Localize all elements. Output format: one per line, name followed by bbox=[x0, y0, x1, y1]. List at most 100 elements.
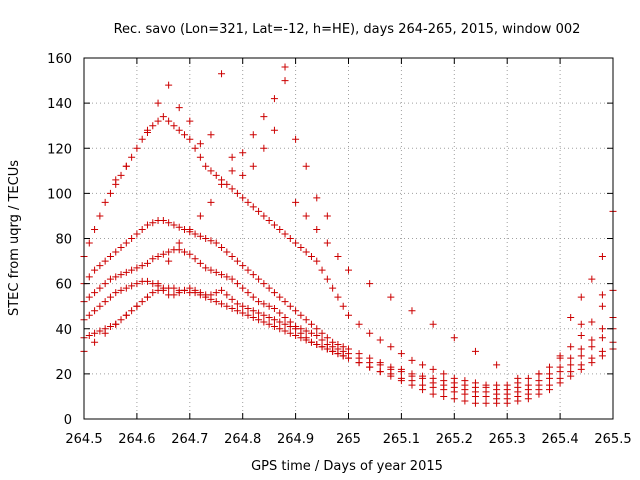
data-point bbox=[165, 81, 173, 89]
data-point bbox=[249, 271, 257, 279]
x-tick-label: 264.7 bbox=[171, 432, 208, 447]
data-point bbox=[366, 280, 374, 288]
data-point bbox=[138, 262, 146, 270]
y-tick-label: 120 bbox=[47, 142, 72, 157]
data-point bbox=[503, 381, 511, 389]
data-point bbox=[524, 374, 532, 382]
data-point bbox=[482, 381, 490, 389]
data-point bbox=[85, 311, 93, 319]
x-tick-label: 265 bbox=[336, 432, 361, 447]
data-point bbox=[292, 239, 300, 247]
data-point bbox=[334, 293, 342, 301]
data-point bbox=[239, 302, 247, 310]
data-point bbox=[265, 313, 273, 321]
data-point bbox=[138, 135, 146, 143]
data-point bbox=[228, 185, 236, 193]
data-point bbox=[128, 266, 136, 274]
data-point bbox=[149, 255, 157, 263]
data-point bbox=[249, 131, 257, 139]
data-point bbox=[218, 271, 226, 279]
data-point bbox=[276, 309, 284, 317]
data-point bbox=[249, 203, 257, 211]
data-point bbox=[461, 377, 469, 385]
data-point bbox=[85, 239, 93, 247]
data-point bbox=[133, 302, 141, 310]
data-point bbox=[138, 298, 146, 306]
data-point bbox=[339, 302, 347, 310]
data-point bbox=[186, 117, 194, 125]
data-point bbox=[450, 334, 458, 342]
data-point bbox=[101, 257, 109, 265]
axis-ticks bbox=[83, 57, 614, 420]
data-point bbox=[96, 284, 104, 292]
data-point bbox=[318, 336, 326, 344]
data-point bbox=[313, 341, 321, 349]
data-point bbox=[598, 302, 606, 310]
data-point bbox=[244, 289, 252, 297]
data-point bbox=[186, 284, 194, 292]
data-point bbox=[143, 221, 151, 229]
data-point bbox=[281, 298, 289, 306]
data-point bbox=[106, 253, 114, 261]
data-point bbox=[239, 284, 247, 292]
data-point bbox=[567, 354, 575, 362]
data-point bbox=[212, 289, 220, 297]
data-point bbox=[196, 212, 204, 220]
data-point bbox=[260, 113, 268, 121]
data-point bbox=[387, 293, 395, 301]
data-point bbox=[408, 307, 416, 315]
data-point bbox=[318, 266, 326, 274]
data-point bbox=[85, 273, 93, 281]
data-point bbox=[302, 248, 310, 256]
data-point bbox=[228, 167, 236, 175]
data-point bbox=[286, 329, 294, 337]
data-point bbox=[117, 316, 125, 324]
data-point bbox=[292, 322, 300, 330]
data-point bbox=[233, 189, 241, 197]
data-point bbox=[292, 307, 300, 315]
data-point bbox=[228, 253, 236, 261]
data-point bbox=[598, 291, 606, 299]
data-point bbox=[598, 325, 606, 333]
data-point bbox=[212, 239, 220, 247]
data-point bbox=[196, 232, 204, 240]
data-point bbox=[302, 316, 310, 324]
data-point bbox=[207, 266, 215, 274]
data-point bbox=[260, 318, 268, 326]
data-point bbox=[181, 286, 189, 294]
data-point bbox=[493, 361, 501, 369]
data-point bbox=[96, 327, 104, 335]
data-point bbox=[91, 289, 99, 297]
data-point bbox=[471, 347, 479, 355]
data-point bbox=[207, 198, 215, 206]
data-point bbox=[112, 248, 120, 256]
data-point bbox=[429, 320, 437, 328]
data-point bbox=[419, 381, 427, 389]
y-tick-label: 160 bbox=[47, 52, 72, 67]
data-point bbox=[244, 311, 252, 319]
data-point bbox=[598, 334, 606, 342]
data-point bbox=[387, 363, 395, 371]
data-point bbox=[207, 237, 215, 245]
data-point bbox=[244, 266, 252, 274]
data-point bbox=[154, 280, 162, 288]
data-point bbox=[408, 370, 416, 378]
data-point bbox=[440, 370, 448, 378]
data-point bbox=[567, 368, 575, 376]
data-point bbox=[239, 149, 247, 157]
data-point bbox=[255, 309, 263, 317]
data-point bbox=[218, 244, 226, 252]
data-point bbox=[239, 194, 247, 202]
data-point bbox=[154, 117, 162, 125]
data-point bbox=[265, 320, 273, 328]
data-point bbox=[191, 144, 199, 152]
data-point bbox=[297, 325, 305, 333]
data-point bbox=[175, 239, 183, 247]
data-point bbox=[244, 304, 252, 312]
data-point bbox=[345, 311, 352, 319]
data-point bbox=[122, 162, 130, 170]
data-point bbox=[493, 381, 501, 389]
data-point bbox=[345, 345, 352, 353]
data-point bbox=[419, 361, 427, 369]
